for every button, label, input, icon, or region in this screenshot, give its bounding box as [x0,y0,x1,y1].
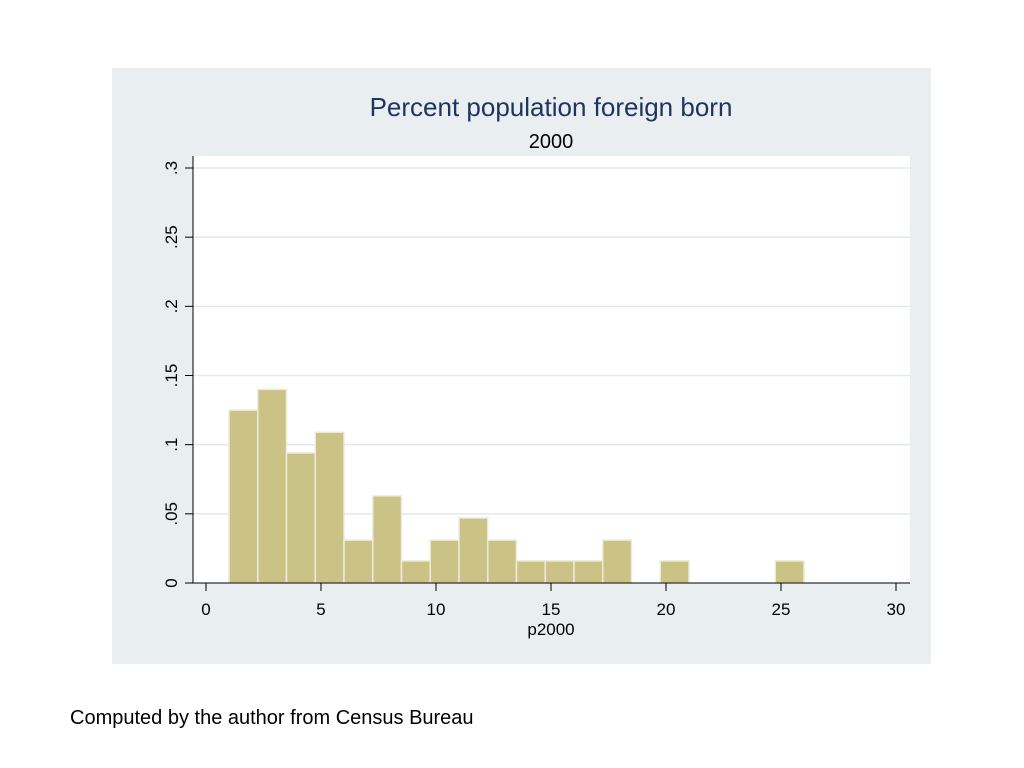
y-tick-label: .25 [162,225,181,249]
x-tick-label: 30 [887,600,906,619]
histogram-bar [314,431,345,584]
x-tick-label: 10 [427,600,446,619]
x-tick-label: 5 [316,600,325,619]
y-tick-label: .05 [162,502,181,526]
y-tick-label: .3 [162,161,181,175]
histogram-bar [544,560,575,584]
histogram-bar [400,560,431,584]
histogram-bar [257,388,288,584]
y-tick-label: .15 [162,364,181,388]
histogram-bar [285,452,316,584]
histogram-bar [487,539,518,584]
x-axis-label: p2000 [527,620,574,639]
histogram-bar [774,560,805,584]
x-tick-label: 20 [657,600,676,619]
y-tick-label: 0 [162,578,181,587]
x-tick-label: 15 [542,600,561,619]
y-axis-ticks: 0 .05 .1 .15 .2 .25 .3 [162,161,193,588]
y-tick-label: .2 [162,299,181,313]
x-tick-label: 0 [201,600,210,619]
x-axis-ticks: 0 5 10 15 20 25 30 [201,583,905,619]
histogram-bar [458,517,489,584]
y-tick-label: .1 [162,438,181,452]
histogram-bars [228,388,805,584]
histogram-bar [602,539,633,584]
histogram-bar [573,560,604,584]
histogram-bar [228,409,259,584]
x-tick-label: 25 [772,600,791,619]
histogram-bar [515,560,546,584]
chart-title: Percent population foreign born [370,92,733,122]
histogram-chart: Percent population foreign born 2000 0 .0… [162,92,910,639]
source-caption: Computed by the author from Census Burea… [70,707,474,729]
histogram-bar [659,560,690,584]
chart-frame: Percent population foreign born 2000 0 .0… [112,68,931,664]
histogram-bar [372,495,403,584]
histogram-bar [429,539,460,584]
chart-subtitle: 2000 [529,131,574,153]
histogram-bar [343,539,374,584]
